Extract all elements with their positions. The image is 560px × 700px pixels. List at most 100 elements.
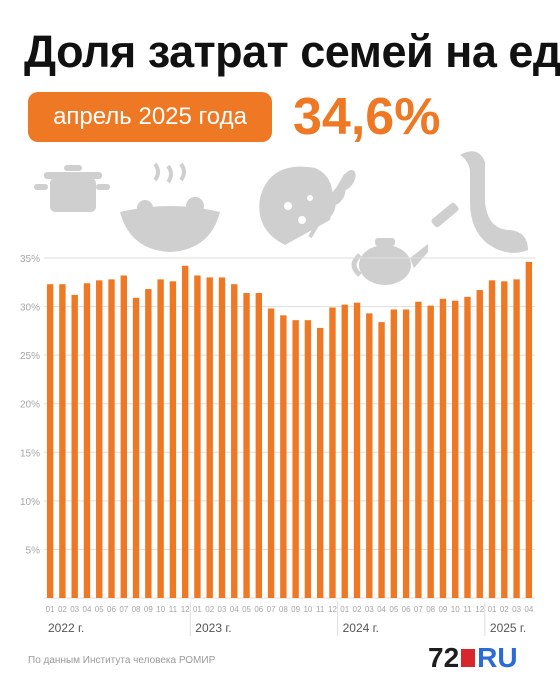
x-tick-label: 10: [156, 605, 165, 614]
x-tick-label: 07: [267, 605, 276, 614]
headline-value: 34,6%: [293, 88, 441, 146]
year-label: 2025 г.: [490, 621, 526, 635]
x-tick-label: 04: [524, 605, 533, 614]
x-tick-label: 01: [193, 605, 202, 614]
bar-32: [427, 305, 434, 598]
x-tick-label: 01: [46, 605, 55, 614]
x-tick-label: 06: [402, 605, 411, 614]
x-tick-label: 08: [132, 605, 141, 614]
logo-number: 72: [428, 642, 460, 673]
x-tick-label: 05: [389, 605, 398, 614]
x-tick-label: 11: [169, 605, 178, 614]
bar-39: [513, 279, 520, 598]
y-axis-labels: 5% 10% 15% 20% 25% 30% 35%: [20, 254, 40, 556]
bar-23: [316, 327, 324, 598]
bar-3: [71, 294, 78, 598]
x-tick-label: 06: [107, 605, 116, 614]
bar-28: [378, 322, 385, 598]
bar-13: [194, 275, 201, 598]
source-note: По данным Института человека РОМИР: [28, 655, 216, 666]
y-tick-label: 30%: [20, 303, 40, 314]
bar-30: [402, 309, 410, 598]
bar-6: [108, 279, 115, 598]
bar-19: [267, 308, 275, 598]
salad-bowl-icon: [120, 162, 220, 252]
year-label: 2024 г.: [343, 621, 379, 635]
x-axis-year-labels: 2022 г. 2023 г. 2024 г. 2025 г.: [48, 602, 526, 636]
bar-16: [231, 284, 238, 598]
x-tick-label: 06: [254, 605, 263, 614]
x-tick-label: 12: [181, 605, 190, 614]
bar-1: [46, 284, 54, 598]
y-tick-label: 35%: [20, 254, 40, 265]
bar-11: [169, 281, 177, 598]
bar-20: [280, 315, 287, 598]
x-tick-label: 08: [426, 605, 435, 614]
y-tick-label: 5%: [26, 545, 41, 556]
bar-7: [120, 275, 127, 598]
bar-36: [476, 290, 483, 598]
bar-17: [243, 292, 250, 598]
x-tick-label: 01: [488, 605, 497, 614]
bar-4: [83, 283, 91, 598]
year-label: 2023 г.: [195, 621, 231, 635]
bar-24: [329, 307, 336, 598]
x-tick-label: 03: [70, 605, 79, 614]
bar-9: [145, 289, 152, 598]
y-tick-label: 25%: [20, 351, 40, 362]
food-share-chart: 5%10%15%20%25%30%35% 01 02 03 04 05 06 07 08 09 1…: [20, 254, 535, 636]
x-tick-label: 04: [230, 605, 239, 614]
x-tick-label: 11: [316, 605, 325, 614]
x-axis-month-labels: 01 02 03 04 05 06 07 08 09 10 11 12 01 02 03 04 05 06 07 08…: [46, 605, 534, 614]
x-tick-label: 04: [377, 605, 386, 614]
period-badge: апрель 2025 года: [28, 92, 272, 142]
bar-22: [304, 320, 312, 598]
logo-text: RU: [477, 642, 518, 673]
grid-lines: [44, 257, 535, 599]
x-tick-label: 03: [512, 605, 521, 614]
bar-37: [488, 280, 496, 598]
y-tick-label: 10%: [20, 497, 40, 508]
x-tick-label: 02: [58, 605, 67, 614]
bar-33: [439, 298, 447, 598]
bar-2: [59, 284, 66, 598]
bars: [46, 261, 533, 598]
bar-15: [218, 277, 226, 598]
bar-40: [525, 261, 533, 598]
x-tick-label: 10: [451, 605, 460, 614]
bar-21: [292, 320, 299, 598]
bar-34: [452, 300, 459, 598]
bar-5: [96, 280, 103, 598]
x-tick-label: 12: [328, 605, 337, 614]
wheat-icon: [308, 170, 356, 239]
x-tick-label: 04: [83, 605, 92, 614]
x-tick-label: 02: [353, 605, 362, 614]
bar-35: [464, 296, 471, 598]
bar-25: [341, 304, 348, 598]
pot-icon: [34, 165, 110, 212]
x-tick-label: 05: [95, 605, 104, 614]
x-tick-label: 02: [205, 605, 214, 614]
logo-72ru[interactable]: 72 RU: [428, 643, 518, 673]
x-tick-label: 09: [144, 605, 153, 614]
bar-29: [390, 309, 398, 598]
bar-26: [353, 302, 361, 598]
teapot-icon: [351, 238, 428, 285]
sausage-icon: [431, 151, 528, 253]
x-tick-label: 10: [303, 605, 312, 614]
y-tick-label: 20%: [20, 400, 40, 411]
x-tick-label: 09: [291, 605, 300, 614]
x-tick-label: 08: [279, 605, 288, 614]
bar-14: [206, 277, 213, 598]
x-tick-label: 02: [500, 605, 509, 614]
x-tick-label: 12: [475, 605, 484, 614]
bar-18: [255, 292, 263, 598]
logo-square-icon: [461, 649, 476, 667]
year-label: 2022 г.: [48, 621, 84, 635]
bar-8: [132, 297, 140, 598]
bread-icon: [259, 166, 333, 245]
food-illustration: [34, 151, 528, 285]
x-tick-label: 11: [463, 605, 472, 614]
bar-38: [501, 281, 508, 598]
bar-12: [181, 265, 189, 598]
